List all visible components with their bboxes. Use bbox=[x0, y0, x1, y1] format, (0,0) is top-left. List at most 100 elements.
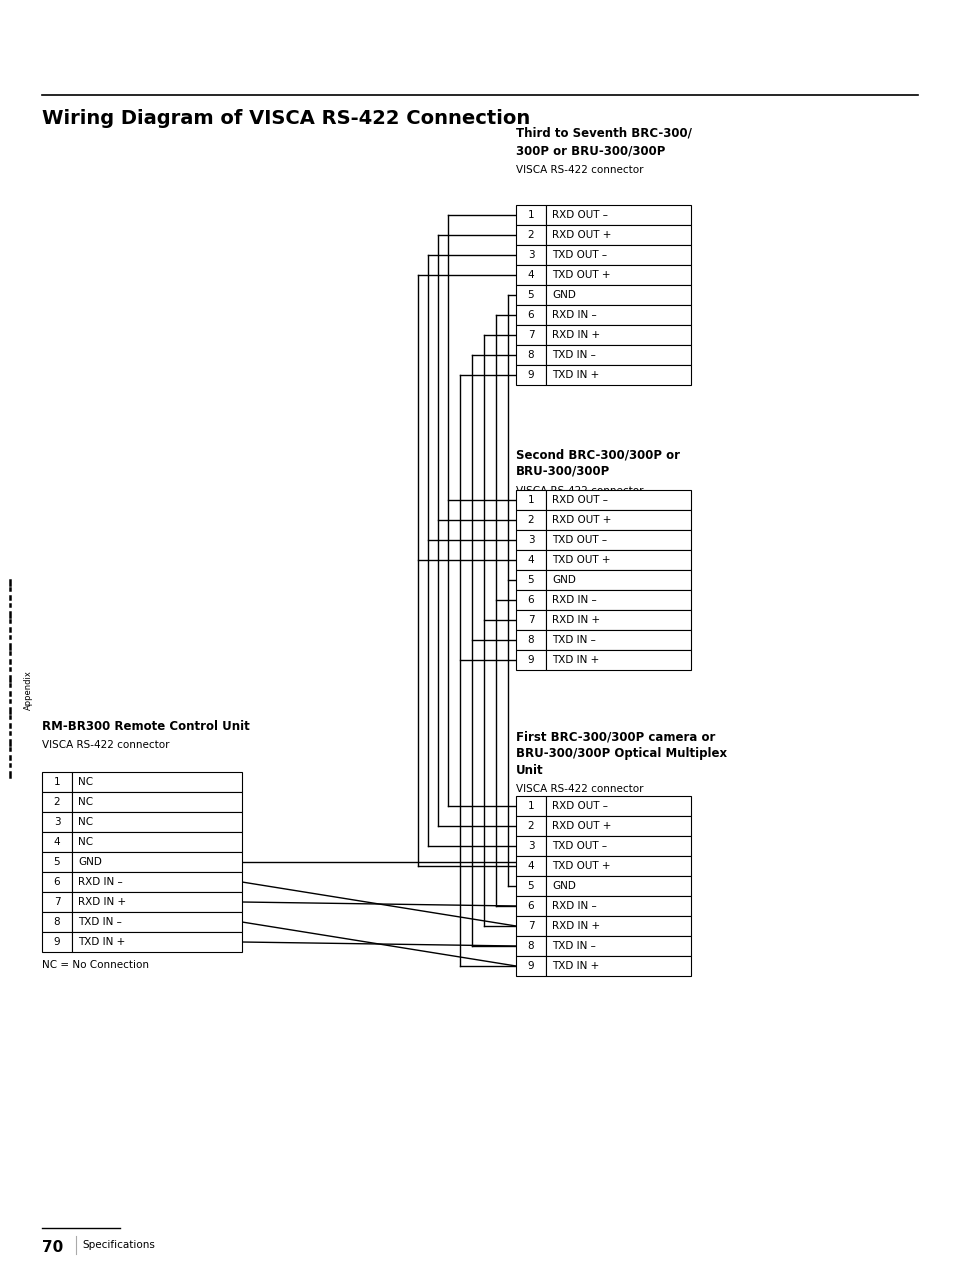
Text: GND: GND bbox=[78, 857, 102, 868]
Bar bbox=[71, 933, 242, 952]
Text: 6: 6 bbox=[527, 595, 534, 605]
Bar bbox=[545, 205, 690, 225]
Text: TXD IN –: TXD IN – bbox=[552, 941, 596, 950]
Text: 1: 1 bbox=[527, 210, 534, 220]
Text: Second BRC-300/300P or: Second BRC-300/300P or bbox=[516, 448, 679, 461]
Text: NC: NC bbox=[78, 837, 93, 847]
Bar bbox=[545, 610, 690, 631]
Bar bbox=[545, 836, 690, 856]
Bar bbox=[545, 796, 690, 817]
Text: TXD IN –: TXD IN – bbox=[78, 917, 122, 927]
Text: RXD IN +: RXD IN + bbox=[552, 615, 599, 626]
Text: 8: 8 bbox=[53, 917, 60, 927]
Text: RXD OUT –: RXD OUT – bbox=[552, 496, 607, 505]
Text: RXD IN –: RXD IN – bbox=[552, 901, 597, 911]
Text: BRU-300/300P Optical Multiplex: BRU-300/300P Optical Multiplex bbox=[516, 747, 726, 761]
Text: Unit: Unit bbox=[516, 764, 543, 777]
Text: 2: 2 bbox=[53, 798, 60, 806]
Bar bbox=[516, 817, 545, 836]
Bar bbox=[71, 892, 242, 912]
Text: NC: NC bbox=[78, 817, 93, 827]
Bar bbox=[516, 896, 545, 916]
Text: RXD OUT +: RXD OUT + bbox=[552, 231, 611, 240]
Text: 4: 4 bbox=[53, 837, 60, 847]
Text: 2: 2 bbox=[527, 231, 534, 240]
Bar bbox=[516, 590, 545, 610]
Bar bbox=[42, 871, 71, 892]
Text: 7: 7 bbox=[527, 615, 534, 626]
Text: 3: 3 bbox=[527, 250, 534, 260]
Text: VISCA RS-422 connector: VISCA RS-422 connector bbox=[42, 740, 170, 750]
Text: 9: 9 bbox=[53, 936, 60, 947]
Text: VISCA RS-422 connector: VISCA RS-422 connector bbox=[516, 784, 643, 794]
Text: 9: 9 bbox=[527, 961, 534, 971]
Text: 4: 4 bbox=[527, 555, 534, 564]
Bar bbox=[545, 590, 690, 610]
Bar bbox=[545, 510, 690, 530]
Text: GND: GND bbox=[552, 575, 576, 585]
Bar bbox=[516, 345, 545, 364]
Text: RXD IN +: RXD IN + bbox=[78, 897, 126, 907]
Bar bbox=[71, 832, 242, 852]
Bar bbox=[545, 569, 690, 590]
Bar bbox=[42, 933, 71, 952]
Bar bbox=[71, 812, 242, 832]
Text: 8: 8 bbox=[527, 350, 534, 361]
Text: 6: 6 bbox=[527, 901, 534, 911]
Text: TXD IN +: TXD IN + bbox=[552, 961, 598, 971]
Text: 7: 7 bbox=[527, 921, 534, 931]
Bar bbox=[516, 265, 545, 285]
Text: 8: 8 bbox=[527, 634, 534, 645]
Bar bbox=[42, 812, 71, 832]
Text: TXD IN +: TXD IN + bbox=[552, 655, 598, 665]
Bar bbox=[545, 530, 690, 550]
Text: TXD OUT –: TXD OUT – bbox=[552, 250, 606, 260]
Bar bbox=[516, 205, 545, 225]
Bar bbox=[516, 936, 545, 956]
Text: VISCA RS-422 connector: VISCA RS-422 connector bbox=[516, 485, 643, 496]
Text: TXD OUT +: TXD OUT + bbox=[552, 555, 610, 564]
Text: TXD IN +: TXD IN + bbox=[552, 369, 598, 380]
Bar bbox=[42, 832, 71, 852]
Text: 1: 1 bbox=[53, 777, 60, 787]
Text: TXD IN –: TXD IN – bbox=[552, 634, 596, 645]
Text: 6: 6 bbox=[53, 877, 60, 887]
Bar bbox=[42, 772, 71, 792]
Text: TXD OUT +: TXD OUT + bbox=[552, 270, 610, 280]
Bar bbox=[545, 631, 690, 650]
Bar bbox=[545, 364, 690, 385]
Bar bbox=[42, 852, 71, 871]
Text: 4: 4 bbox=[527, 270, 534, 280]
Text: RXD OUT –: RXD OUT – bbox=[552, 210, 607, 220]
Text: 2: 2 bbox=[527, 515, 534, 525]
Text: 3: 3 bbox=[527, 841, 534, 851]
Text: 7: 7 bbox=[53, 897, 60, 907]
Text: 4: 4 bbox=[527, 861, 534, 871]
Text: RXD IN +: RXD IN + bbox=[552, 330, 599, 340]
Text: First BRC-300/300P camera or: First BRC-300/300P camera or bbox=[516, 730, 715, 743]
Bar bbox=[42, 912, 71, 933]
Bar bbox=[42, 892, 71, 912]
Text: RXD IN –: RXD IN – bbox=[552, 310, 597, 320]
Bar bbox=[516, 245, 545, 265]
Text: 7: 7 bbox=[527, 330, 534, 340]
Bar bbox=[545, 245, 690, 265]
Text: 1: 1 bbox=[527, 496, 534, 505]
Bar bbox=[516, 877, 545, 896]
Text: Appendix: Appendix bbox=[24, 670, 32, 710]
Bar bbox=[545, 877, 690, 896]
Bar bbox=[516, 631, 545, 650]
Text: NC: NC bbox=[78, 798, 93, 806]
Bar bbox=[516, 364, 545, 385]
Bar bbox=[545, 225, 690, 245]
Text: BRU-300/300P: BRU-300/300P bbox=[516, 465, 610, 478]
Text: 9: 9 bbox=[527, 369, 534, 380]
Bar bbox=[516, 510, 545, 530]
Text: 5: 5 bbox=[53, 857, 60, 868]
Text: 5: 5 bbox=[527, 575, 534, 585]
Bar bbox=[545, 325, 690, 345]
Bar bbox=[545, 304, 690, 325]
Text: RXD OUT –: RXD OUT – bbox=[552, 801, 607, 812]
Bar bbox=[545, 345, 690, 364]
Bar bbox=[545, 916, 690, 936]
